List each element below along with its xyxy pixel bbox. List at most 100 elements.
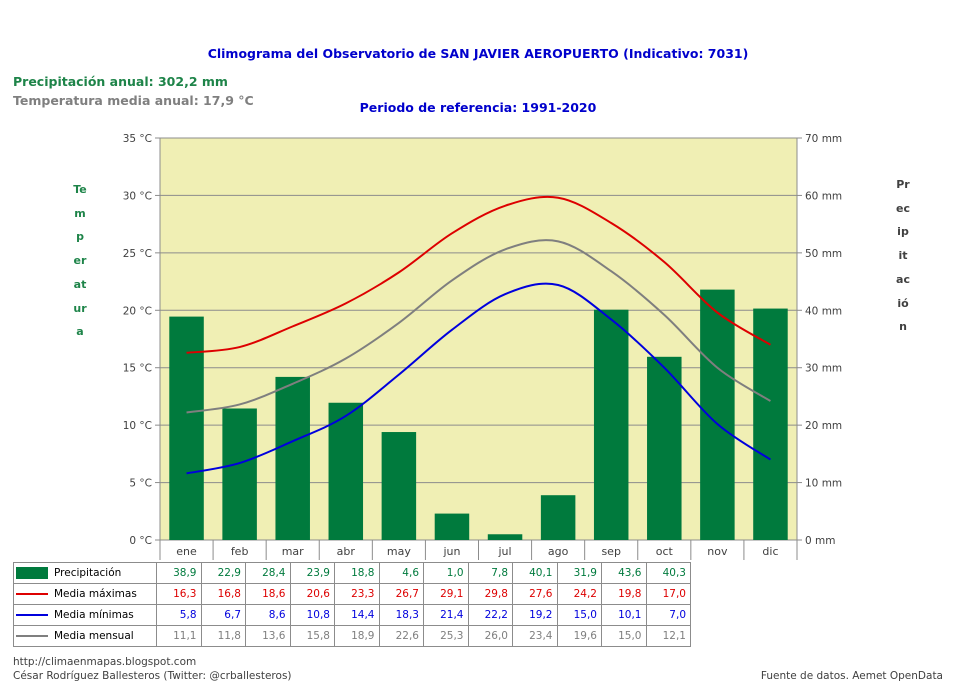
table-row: Media mínimas 5,8 6,7 8,6 10,8 14,4 18,3 21,4 22… (13, 604, 691, 626)
legend-swatch (16, 614, 48, 616)
bar-ago (540, 495, 576, 540)
data-label-jul: 25,3 (423, 625, 469, 647)
bar-feb (222, 408, 257, 540)
line-media-maximas (186, 195, 771, 354)
x-tick-label-ene: ene (176, 545, 197, 558)
data-label-sep: 40,1 (512, 562, 558, 584)
data-label-nov: 15,0 (601, 625, 647, 647)
y-tick-label-left: 35 °C (123, 133, 152, 145)
data-label-feb: 6,7 (200, 604, 246, 626)
chart-subtitle: Periodo de referencia: 1991-2020 (359, 100, 597, 115)
x-tick-label-may: may (387, 545, 411, 558)
bar-may (381, 432, 417, 540)
legend-entry: Media máximas (13, 583, 157, 605)
legend-label: Media máximas (54, 588, 137, 600)
data-label-sep: 27,6 (512, 583, 558, 605)
data-label-ago: 26,0 (467, 625, 513, 647)
y-tick-label-right: 50 mm (805, 248, 842, 260)
data-label-dic: 17,0 (645, 583, 691, 605)
bar-dic (753, 308, 788, 540)
data-label-abr: 23,9 (289, 562, 335, 584)
data-label-jul: 1,0 (423, 562, 469, 584)
x-tick-label-sep: sep (601, 545, 620, 558)
bar-mar (275, 376, 310, 540)
data-label-sep: 23,4 (512, 625, 558, 647)
data-label-ago: 7,8 (467, 562, 513, 584)
data-label-ene: 38,9 (156, 562, 202, 584)
data-label-jul: 29,1 (423, 583, 469, 605)
x-tick-label-mar: mar (282, 545, 304, 558)
y-tick-label-right: 10 mm (805, 478, 842, 490)
bar-nov (700, 289, 735, 540)
data-label-jul: 21,4 (423, 604, 469, 626)
data-label-may: 23,3 (334, 583, 380, 605)
legend-entry: Media mínimas (13, 604, 157, 626)
data-table: Precipitación 38,9 22,9 28,4 23,9 18,8 4,6 1,0 7… (13, 562, 691, 647)
x-tick-label-feb: feb (231, 545, 249, 558)
y-tick-label-left: 25 °C (123, 248, 152, 260)
y-tick-label-right: 20 mm (805, 420, 842, 432)
data-label-oct: 19,6 (556, 625, 602, 647)
data-label-ago: 22,2 (467, 604, 513, 626)
x-tick-label-dic: dic (762, 545, 778, 558)
x-tick-label-nov: nov (707, 545, 728, 558)
y-tick-label-right: 40 mm (805, 305, 842, 317)
x-tick-label-jul: jul (497, 545, 511, 558)
data-label-may: 18,8 (334, 562, 380, 584)
data-label-jun: 26,7 (378, 583, 424, 605)
data-label-may: 14,4 (334, 604, 380, 626)
y-tick-label-right: 0 mm (805, 535, 835, 547)
y-tick-label-left: 5 °C (129, 478, 152, 490)
line-media-mensual (186, 239, 771, 414)
y-axis-label-left: Temperatura (73, 183, 87, 339)
y-axis-label-right: Precipitación (896, 178, 910, 334)
data-label-jun: 4,6 (378, 562, 424, 584)
plot-area (160, 138, 797, 540)
bar-jun (434, 513, 470, 540)
data-label-dic: 7,0 (645, 604, 691, 626)
data-label-ago: 29,8 (467, 583, 513, 605)
data-label-dic: 12,1 (645, 625, 691, 647)
legend-label: Media mínimas (54, 609, 134, 621)
data-label-feb: 22,9 (200, 562, 246, 584)
y-tick-label-left: 10 °C (123, 420, 152, 432)
legend-swatch (16, 635, 48, 637)
legend-entry: Precipitación (13, 562, 157, 584)
bar-ene (169, 316, 204, 540)
data-label-may: 18,9 (334, 625, 380, 647)
footer-url[interactable]: http://climaenmapas.blogspot.com (13, 656, 197, 668)
data-label-nov: 43,6 (601, 562, 647, 584)
x-tick-label-oct: oct (656, 545, 674, 558)
x-tick-label-ago: ago (548, 545, 569, 558)
data-label-abr: 15,8 (289, 625, 335, 647)
y-tick-label-right: 30 mm (805, 363, 842, 375)
data-label-ene: 5,8 (156, 604, 202, 626)
data-label-mar: 13,6 (245, 625, 291, 647)
data-label-oct: 31,9 (556, 562, 602, 584)
legend-label: Precipitación (54, 567, 122, 579)
table-row: Precipitación 38,9 22,9 28,4 23,9 18,8 4,6 1,0 7… (13, 562, 691, 584)
data-label-mar: 28,4 (245, 562, 291, 584)
y-tick-label-right: 60 mm (805, 190, 842, 202)
legend-entry: Media mensual (13, 625, 157, 647)
data-label-nov: 10,1 (601, 604, 647, 626)
legend-label: Media mensual (54, 630, 134, 642)
legend-swatch (16, 593, 48, 595)
y-tick-label-left: 15 °C (123, 363, 152, 375)
climograph-chart: 0 °C 5 °C 10 °C 15 °C 20 °C 25 °C 30 °C 35 °C 0 … (123, 133, 842, 560)
data-label-mar: 18,6 (245, 583, 291, 605)
annual-temperature: Temperatura media anual: 17,9 °C (13, 93, 254, 108)
data-label-feb: 11,8 (200, 625, 246, 647)
data-label-abr: 20,6 (289, 583, 335, 605)
x-tick-label-jun: jun (442, 545, 460, 558)
footer-author: César Rodríguez Ballesteros (Twitter: @c… (13, 670, 292, 682)
data-label-ene: 11,1 (156, 625, 202, 647)
data-label-sep: 19,2 (512, 604, 558, 626)
data-label-mar: 8,6 (245, 604, 291, 626)
y-tick-label-right: 70 mm (805, 133, 842, 145)
y-tick-label-left: 0 °C (129, 535, 152, 547)
bar-sep (593, 309, 629, 540)
x-tick-label-abr: abr (337, 545, 356, 558)
footer-source: Fuente de datos. Aemet OpenData (760, 670, 943, 682)
y-tick-label-left: 20 °C (123, 305, 152, 317)
